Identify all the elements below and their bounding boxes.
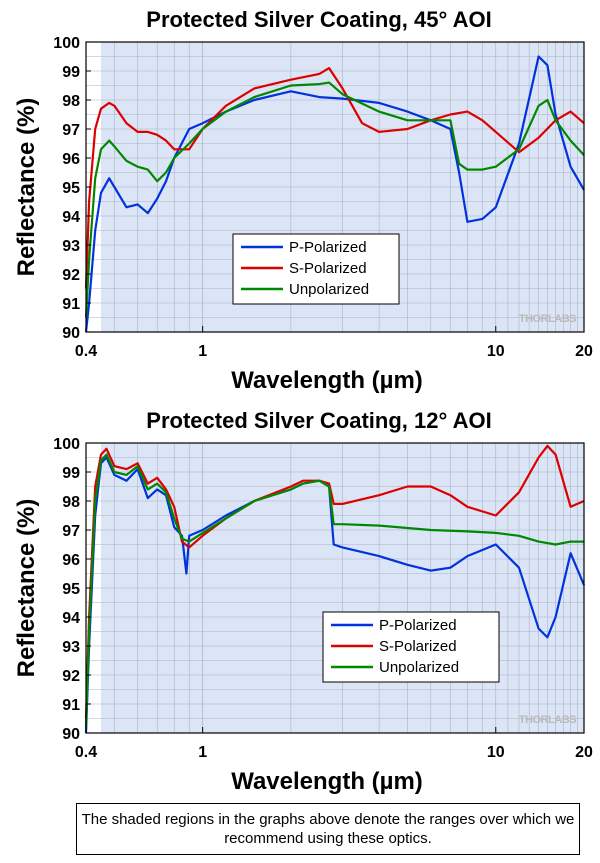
thorlabs-watermark: THORLABS — [519, 313, 576, 325]
x-axis-label: Wavelength (µm) — [231, 768, 423, 795]
y-tick-label: 96 — [62, 151, 80, 168]
reflectance-charts: 90 91 92 93 94 95 96 97 98 99 100 0.4 1 10 20 Protected… — [13, 7, 593, 795]
legend-label: S-Polarized — [289, 260, 367, 277]
series-line-unpolarized — [84, 81, 585, 318]
y-tick-label: 93 — [62, 238, 80, 255]
y-tick-label: 93 — [62, 639, 80, 656]
y-tick-label: 100 — [53, 436, 80, 453]
x-tick-label: 1 — [198, 744, 207, 761]
series-line-unpolarized — [84, 453, 584, 728]
y-tick-label: 91 — [62, 296, 80, 313]
legend-label: P-Polarized — [289, 239, 367, 256]
y-tick-label: 97 — [62, 523, 80, 540]
legend: P-Polarized S-Polarized Unpolarized — [232, 233, 400, 305]
y-tick-label: 100 — [53, 35, 80, 52]
x-tick-label: 10 — [487, 744, 505, 761]
y-tick-label: 92 — [62, 668, 80, 685]
y-tick-label: 95 — [62, 581, 80, 598]
y-tick-label: 91 — [62, 697, 80, 714]
x-tick-label: 10 — [487, 343, 505, 360]
series-line-s-polarized — [84, 444, 585, 719]
thorlabs-watermark: THORLABS — [519, 714, 576, 726]
x-tick-label: 0.4 — [75, 744, 97, 761]
chart-title: Protected Silver Coating, 12° AOI — [146, 408, 491, 433]
x-tick-label: 20 — [575, 744, 593, 761]
y-tick-label: 90 — [62, 325, 80, 342]
x-tick-label: 20 — [575, 343, 593, 360]
series-line-s-polarized — [84, 66, 585, 289]
y-tick-label: 98 — [62, 93, 80, 110]
y-tick-label: 99 — [62, 465, 80, 482]
chart-1: 90 91 92 93 94 95 96 97 98 99 100 0.4 1 10 20 Protected… — [13, 7, 593, 394]
x-tick-label: 1 — [198, 343, 207, 360]
y-axis-label: Reflectance (%) — [13, 499, 40, 678]
y-tick-label: 92 — [62, 267, 80, 284]
x-axis-label: Wavelength (µm) — [231, 367, 423, 394]
footnote-box: The shaded regions in the graphs above d… — [76, 803, 580, 855]
y-tick-label: 97 — [62, 122, 80, 139]
y-axis-label: Reflectance (%) — [13, 98, 40, 277]
y-tick-label: 99 — [62, 64, 80, 81]
legend-label: Unpolarized — [379, 659, 459, 676]
legend: P-Polarized S-Polarized Unpolarized — [322, 611, 500, 683]
chart-title: Protected Silver Coating, 45° AOI — [146, 7, 491, 32]
y-tick-label: 90 — [62, 726, 80, 743]
legend-label: Unpolarized — [289, 281, 369, 298]
y-tick-label: 94 — [62, 610, 80, 627]
chart-2: 90 91 92 93 94 95 96 97 98 99 100 0.4 1 10 20 Protected… — [13, 408, 593, 795]
footnote-text: The shaded regions in the graphs above d… — [81, 811, 575, 847]
legend-label: P-Polarized — [379, 617, 457, 634]
y-tick-label: 94 — [62, 209, 80, 226]
series-line-p-polarized — [84, 55, 585, 333]
x-tick-label: 0.4 — [75, 343, 97, 360]
y-tick-label: 95 — [62, 180, 80, 197]
y-tick-label: 98 — [62, 494, 80, 511]
legend-label: S-Polarized — [379, 638, 457, 655]
y-tick-label: 96 — [62, 552, 80, 569]
